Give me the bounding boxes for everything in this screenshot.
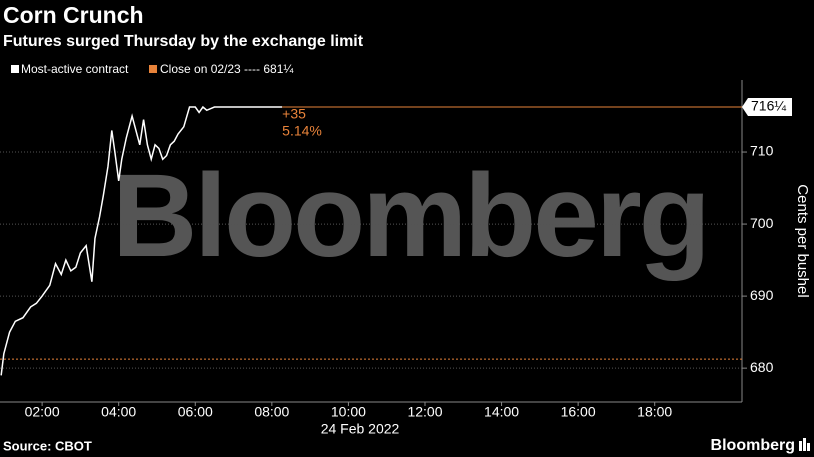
y-tick-label: 690 [750,287,774,303]
legend-entry: Close on 02/23 ---- 681¼ [160,62,294,76]
x-tick-label: 14:00 [484,404,519,420]
source: Source: CBOT [3,438,92,453]
x-tick-label: 08:00 [254,404,289,420]
legend-entry: Most-active contract [21,62,129,76]
x-tick-label: 06:00 [178,404,213,420]
x-tick-label: 02:00 [25,404,60,420]
x-tick-label: 16:00 [561,404,596,420]
x-tick-label: 10:00 [331,404,366,420]
y-tick-label: 700 [750,215,774,231]
y-tick-label: 680 [750,359,774,375]
y-tick-label: 710 [750,143,774,159]
chart-subtitle: Futures surged Thursday by the exchange … [3,33,364,50]
last-value-tag [742,98,792,117]
brand: Bloomberg [711,437,795,454]
x-tick-label: 12:00 [407,404,442,420]
watermark: Bloomberg [112,150,708,282]
legend-swatch [149,65,157,73]
brand-icon [799,438,810,451]
last-value-label: 716¼ [751,98,786,114]
chart-title: Corn Crunch [3,2,144,28]
x-tick-label: 18:00 [637,404,672,420]
legend-swatch [11,65,19,73]
annotation: +35 [282,106,306,122]
price-line [0,105,283,376]
y-axis-label: Cents per bushel [794,184,811,297]
x-tick-label: 04:00 [101,404,136,420]
annotation: 5.14% [282,123,322,139]
x-axis-label: 24 Feb 2022 [321,421,400,437]
